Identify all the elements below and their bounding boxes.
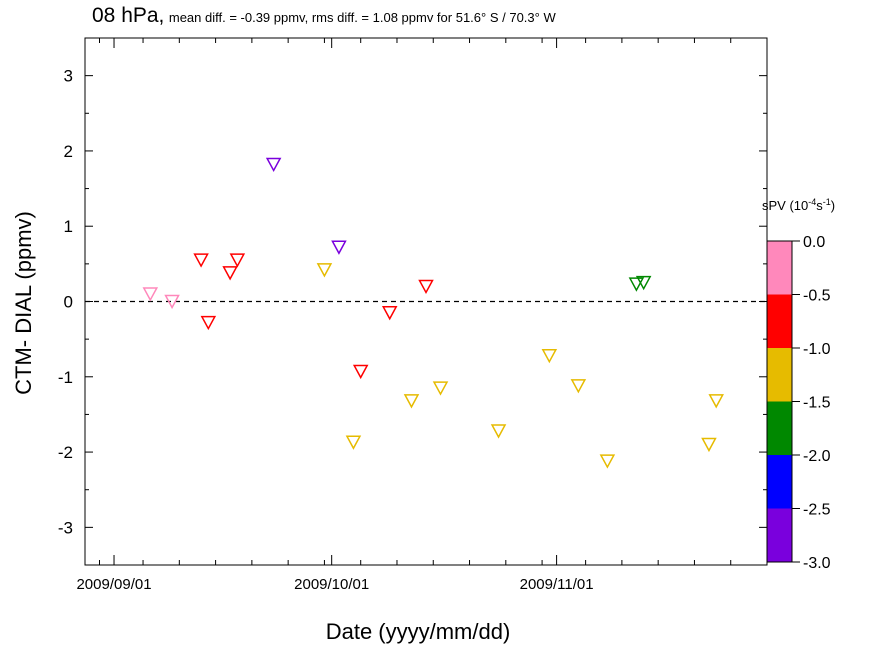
colorbar-label-prefix: sPV (10	[762, 198, 808, 213]
data-point	[599, 454, 616, 469]
data-point	[701, 437, 717, 453]
data-point	[381, 306, 398, 321]
data-point	[229, 253, 246, 268]
data-point	[142, 287, 159, 302]
data-point	[345, 435, 362, 450]
data-point	[708, 394, 724, 409]
colorbar-tick-label: -3.0	[803, 555, 831, 572]
data-point	[164, 294, 180, 310]
y-tick-label: 2	[64, 142, 73, 161]
data-point	[222, 266, 238, 281]
data-point	[541, 348, 558, 364]
data-point	[432, 381, 449, 396]
data-point	[628, 277, 645, 292]
y-tick-label: 0	[64, 293, 73, 312]
colorbar-tick-label: -0.5	[803, 288, 831, 305]
colorbar-tick-label: 0.0	[803, 234, 825, 251]
colorbar-tick-label: -2.5	[803, 502, 831, 519]
chart-title: 08 hPa, mean diff. = -0.39 ppmv, rms dif…	[92, 4, 556, 28]
colorbar-band	[767, 401, 792, 455]
chart-subtitle: mean diff. = -0.39 ppmv, rms diff. = 1.0…	[168, 10, 556, 25]
data-point	[331, 240, 347, 255]
data-points	[142, 157, 724, 469]
colorbar-label-mid: s	[816, 198, 823, 213]
colorbar-band	[767, 348, 792, 402]
colorbar-band	[767, 508, 792, 562]
y-tick-label: 1	[64, 217, 73, 236]
data-point	[635, 275, 652, 291]
colorbar-band	[767, 455, 792, 509]
colorbar-tick-label: -1.0	[803, 341, 831, 358]
x-tick-label: 2009/09/01	[76, 576, 151, 593]
data-point	[316, 263, 333, 278]
y-tick-label: -1	[58, 368, 73, 387]
data-point	[352, 364, 369, 380]
y-axis-label: CTM- DIAL (ppmv)	[11, 211, 36, 395]
x-tick-label: 2009/11/01	[520, 576, 594, 593]
colorbar-tick-label: -1.5	[803, 395, 831, 412]
colorbar-band	[767, 294, 792, 348]
x-axis-label: Date (yyyy/mm/dd)	[326, 619, 511, 644]
data-point	[265, 157, 282, 173]
colorbar-tick-label: -2.0	[803, 448, 831, 465]
colorbar-band	[767, 241, 792, 295]
colorbar-label-suffix: )	[831, 198, 835, 213]
colorbar: 0.0 -0.5 -1.0 -1.5 -2.0 -2.5 -3.0	[766, 234, 831, 572]
data-point	[418, 279, 434, 295]
y-tick-label: -2	[58, 443, 73, 462]
data-point	[490, 424, 507, 439]
colorbar-label: sPV (10-4s-1)	[762, 197, 835, 213]
colorbar-label-exp1: -4	[808, 197, 816, 207]
y-axis: -3 -2 -1 0 1 2 3	[58, 37, 767, 566]
y-tick-label: 3	[64, 67, 73, 86]
data-point	[193, 253, 209, 268]
chart-title-pressure: 08 hPa,	[92, 4, 165, 27]
data-point	[570, 379, 587, 394]
y-tick-label: -3	[58, 518, 73, 537]
x-axis: 2009/09/01 2009/10/01 2009/11/01	[76, 38, 768, 593]
plot-area	[84, 37, 768, 566]
data-point	[200, 315, 217, 331]
colorbar-label-exp2: -1	[823, 197, 831, 207]
x-tick-label: 2009/10/01	[294, 576, 369, 593]
data-point	[403, 394, 420, 409]
